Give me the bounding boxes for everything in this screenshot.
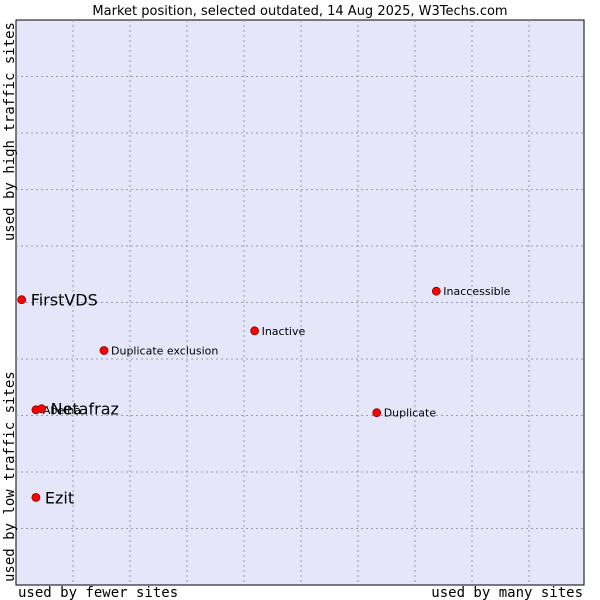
chart-title: Market position, selected outdated, 14 A… [92,4,507,19]
data-point[interactable] [31,492,41,502]
data-point[interactable] [372,408,382,418]
y-axis-label-low: used by low traffic sites [2,371,18,582]
data-point-label: Netafraz [51,400,119,419]
data-point-label: Inactive [262,325,306,338]
plot-area [15,19,585,586]
grid-lines [16,20,584,585]
x-axis-label-low: used by fewer sites [18,585,178,600]
data-point[interactable] [17,295,27,305]
data-point-label: Abelha [43,404,81,417]
data-point[interactable] [250,326,260,336]
data-point-label: FirstVDS [31,291,98,310]
data-point-label: Duplicate [384,407,437,420]
data-point[interactable] [99,346,109,355]
data-point[interactable] [37,404,46,414]
data-point-label: Ezit [45,488,74,507]
data-points: FirstVDS Inaccessible Inactive Duplicate ex… [17,285,511,507]
data-point-label: Inaccessible [443,285,510,298]
x-axis-label-high: used by many sites [431,585,583,600]
data-point-label: Duplicate exclusion [111,345,218,358]
y-axis-label-high: used by high traffic sites [2,22,18,241]
data-point[interactable] [431,286,441,296]
